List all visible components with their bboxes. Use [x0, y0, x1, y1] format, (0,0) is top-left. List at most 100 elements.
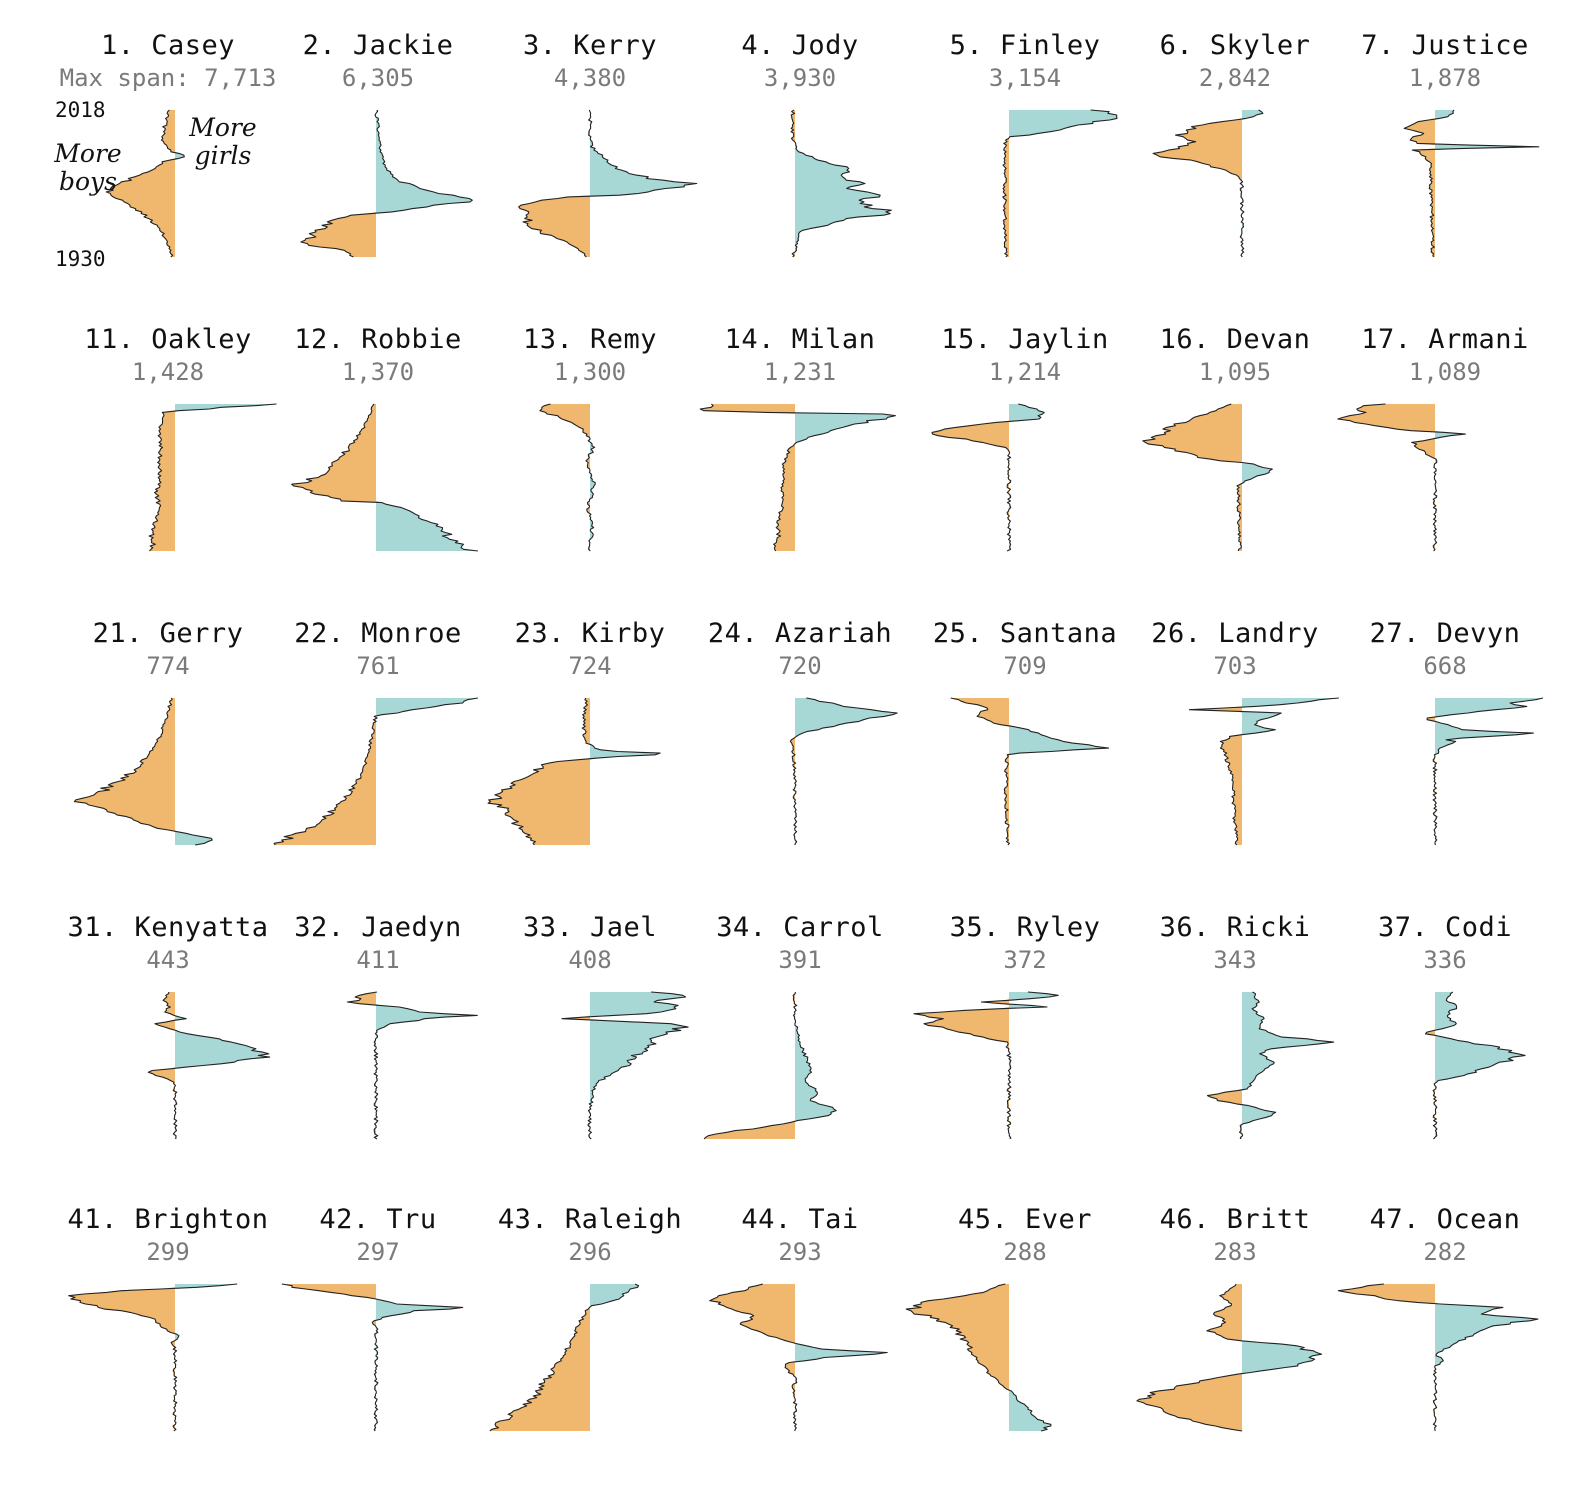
panel-plot [1403, 109, 1540, 258]
balance-line [1188, 697, 1339, 846]
more-girls-area [376, 992, 478, 1139]
balance-line [273, 697, 478, 846]
more-girls-area [1435, 1284, 1538, 1431]
panel-title: 24. Azariah [707, 618, 893, 649]
name-panel: 32. Jaedyn 411 [263, 912, 493, 1152]
balance-line [1136, 1283, 1323, 1432]
balance-line [561, 991, 689, 1140]
panel-plot [105, 109, 185, 258]
more-girls-area [795, 992, 837, 1139]
panel-title: 42. Tru [319, 1204, 437, 1235]
balance-line [905, 1283, 1052, 1432]
panel-plot [709, 1283, 888, 1432]
balance-line [1337, 403, 1466, 552]
name-panel: 7. Justice 1,878 [1330, 30, 1560, 270]
panel-max-span: 408 [568, 946, 612, 974]
more-boys-area [68, 1284, 175, 1431]
name-panel: 33. Jael 408 [475, 912, 705, 1152]
more-girls-area [1435, 992, 1526, 1139]
more-boys-area [1404, 110, 1435, 257]
panel-plot [148, 403, 277, 552]
balance-line [487, 697, 661, 846]
more-girls-area [376, 1284, 463, 1431]
panel-max-span: 2,842 [1198, 64, 1272, 92]
panel-title: 43. Raleigh [497, 1204, 683, 1235]
more-girls-area [590, 110, 697, 257]
more-girls-area [175, 110, 185, 257]
name-panel: 13. Remy 1,300 [475, 324, 705, 564]
more-boys-area [700, 404, 795, 551]
panel-title: 26. Landry [1151, 618, 1319, 649]
balance-line [291, 403, 478, 552]
balance-line [1424, 991, 1526, 1140]
panel-title: 21. Gerry [92, 618, 244, 649]
more-boys-area [74, 698, 175, 845]
panel-title: 7. Justice [1361, 30, 1529, 61]
panel-plot [1188, 697, 1339, 846]
panel-title: 2. Jackie [302, 30, 454, 61]
panel-plot [789, 697, 898, 846]
panel-plot [68, 1283, 238, 1432]
balance-line [148, 403, 277, 552]
balance-line [518, 109, 698, 258]
more-boys-area [106, 110, 175, 257]
panel-max-span: 296 [568, 1238, 612, 1266]
panel-plot [300, 109, 473, 258]
more-boys-area [274, 698, 376, 845]
name-panel: 46. Britt 283 [1120, 1204, 1350, 1444]
name-panel: 25. Santana 709 [910, 618, 1140, 858]
panel-plot [489, 1283, 640, 1432]
panel-max-span: 283 [1213, 1238, 1257, 1266]
panel-plot [1206, 991, 1335, 1140]
panel-title: 46. Britt [1159, 1204, 1311, 1235]
panel-max-span: 774 [146, 652, 190, 680]
more-girls-area [1009, 110, 1117, 257]
more-boys-area [1142, 404, 1242, 551]
balance-line [1002, 109, 1118, 258]
name-panel: 17. Armani 1,089 [1330, 324, 1560, 564]
panel-plot [1002, 109, 1118, 258]
more-girls-area [175, 698, 213, 845]
more-boys-area [704, 992, 795, 1139]
more-girls-area [1242, 110, 1263, 257]
panel-plot [1337, 403, 1466, 552]
more-girls-area [795, 404, 896, 551]
panel-plot [346, 991, 478, 1140]
balance-line [539, 403, 596, 552]
more-girls-area [1009, 1284, 1051, 1431]
balance-line [1152, 109, 1264, 258]
panel-title: 14. Milan [724, 324, 876, 355]
panel-title: 6. Skyler [1159, 30, 1311, 61]
panel-max-span: 1,214 [988, 358, 1062, 386]
more-girls-area [1435, 404, 1466, 551]
balance-line [300, 109, 473, 258]
more-boys-area [906, 1284, 1009, 1431]
more-girls-area [376, 110, 473, 257]
balance-line [346, 991, 478, 1140]
panel-title: 32. Jaedyn [294, 912, 462, 943]
panel-plot [931, 403, 1045, 552]
panel-max-span: 288 [1003, 1238, 1047, 1266]
balance-line [790, 109, 892, 258]
panel-plot [147, 991, 271, 1140]
name-panel: 31. Kenyatta 443 [53, 912, 283, 1152]
more-girls-area [590, 992, 689, 1139]
more-boys-area [281, 1284, 376, 1431]
name-panel: 36. Ricki 343 [1120, 912, 1350, 1152]
panel-plot [281, 1283, 464, 1432]
panel-max-span: 299 [146, 1238, 190, 1266]
panel-max-span: 3,930 [763, 64, 837, 92]
name-panel: 5. Finley 3,154 [910, 30, 1140, 270]
panel-plot [487, 697, 661, 846]
panel-max-span: 1,370 [341, 358, 415, 386]
more-girls-area [175, 404, 277, 551]
more-boys-area [950, 698, 1009, 845]
panel-max-span: 1,089 [1408, 358, 1482, 386]
name-panel: 24. Azariah 720 [685, 618, 915, 858]
more-girls-area [376, 404, 478, 551]
panel-plot [699, 403, 896, 552]
more-boys-area [148, 992, 175, 1139]
balance-line [1337, 1283, 1539, 1432]
panel-plot [1337, 1283, 1539, 1432]
